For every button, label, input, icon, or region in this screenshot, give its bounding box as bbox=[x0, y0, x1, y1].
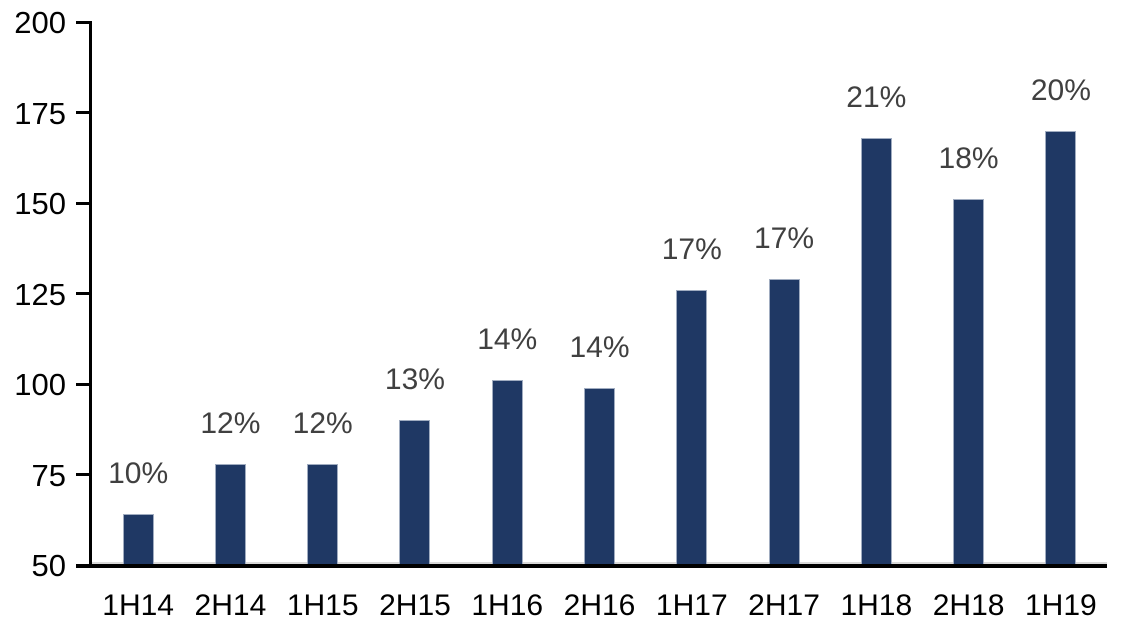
y-axis-tick-mark bbox=[76, 201, 92, 205]
y-axis-tick-label: 125 bbox=[14, 276, 66, 312]
x-axis-category-label: 2H16 bbox=[563, 589, 636, 622]
bar-value-label: 17% bbox=[754, 222, 815, 256]
bar-1H18 bbox=[860, 137, 892, 565]
bar-value-label: 14% bbox=[477, 323, 538, 357]
y-axis-tick-mark bbox=[76, 292, 92, 295]
y-axis-tick-label: 200 bbox=[14, 5, 66, 40]
bar-value-label: 10% bbox=[108, 457, 169, 491]
y-axis-tick-mark bbox=[76, 473, 92, 476]
x-axis-category-label: 2H15 bbox=[379, 589, 451, 622]
bar-value-label: 12% bbox=[292, 406, 353, 440]
x-axis-line bbox=[76, 564, 1107, 568]
bar-value-label: 21% bbox=[846, 80, 907, 114]
x-axis-category-label: 1H19 bbox=[1025, 589, 1097, 622]
bar-2H15 bbox=[399, 420, 431, 565]
bar-value-label: 17% bbox=[661, 232, 722, 266]
bar-1H19 bbox=[1045, 130, 1077, 565]
bar-value-label: 20% bbox=[1030, 73, 1091, 107]
bar-value-label: 14% bbox=[569, 330, 630, 364]
bar-value-label: 18% bbox=[938, 142, 999, 176]
y-axis-tick-label: 75 bbox=[31, 457, 66, 493]
bar-value-label: 12% bbox=[200, 406, 261, 440]
x-axis-category-label: 1H14 bbox=[102, 589, 174, 622]
bar-value-label: 13% bbox=[384, 363, 445, 397]
x-axis-category-label: 1H15 bbox=[286, 589, 359, 622]
bar-1H14 bbox=[122, 514, 154, 565]
bar-2H16 bbox=[584, 387, 615, 565]
x-axis-category-label: 1H16 bbox=[471, 589, 544, 622]
x-axis-category-label: 1H17 bbox=[655, 589, 728, 622]
bar-1H17 bbox=[676, 289, 708, 565]
y-axis-tick-label: 50 bbox=[31, 548, 66, 583]
x-axis-category-label: 2H17 bbox=[748, 589, 820, 622]
y-axis-tick-label: 150 bbox=[14, 186, 66, 221]
y-axis-tick-mark bbox=[76, 20, 92, 24]
bar-2H17 bbox=[768, 279, 800, 565]
bar-2H14 bbox=[214, 463, 246, 565]
y-axis-tick-mark bbox=[76, 382, 92, 386]
y-axis-tick-label: 175 bbox=[14, 95, 66, 131]
y-axis-line bbox=[89, 20, 92, 567]
y-axis-tick-label: 100 bbox=[14, 367, 66, 402]
x-axis-category-label: 2H14 bbox=[194, 589, 267, 622]
x-axis-category-label: 1H18 bbox=[840, 589, 913, 622]
bar-2H18 bbox=[953, 199, 985, 565]
bar-1H15 bbox=[307, 463, 339, 565]
bar-1H16 bbox=[491, 380, 523, 565]
x-axis-category-label: 2H18 bbox=[932, 589, 1005, 622]
y-axis-tick-mark bbox=[76, 111, 92, 114]
